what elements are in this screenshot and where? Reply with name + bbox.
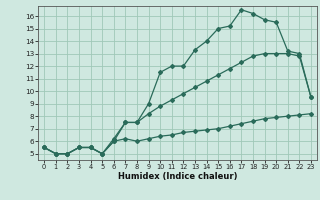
X-axis label: Humidex (Indice chaleur): Humidex (Indice chaleur) bbox=[118, 172, 237, 181]
